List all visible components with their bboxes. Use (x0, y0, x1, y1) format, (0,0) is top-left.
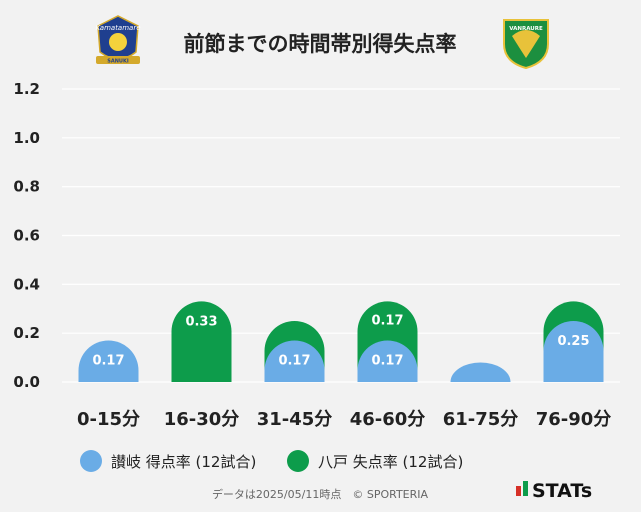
legend-swatch-home (80, 450, 102, 472)
y-tick-label: 0.6 (13, 227, 40, 245)
data-label: 0.17 (371, 353, 403, 368)
grid (62, 88, 620, 383)
away-logo-text: VANRAURE (509, 26, 543, 32)
y-tick-label: 0.2 (13, 324, 40, 342)
data-label: 0.17 (278, 353, 310, 368)
legend-label-away: 八戸 失点率 (12試合) (318, 453, 463, 471)
x-tick-label: 16-30分 (164, 409, 240, 430)
bar-home (78, 340, 139, 382)
bar-home (264, 340, 325, 382)
x-tick-label: 0-15分 (77, 409, 140, 430)
x-tick-label: 61-75分 (443, 409, 519, 430)
stats-logo-icon (516, 486, 521, 496)
y-tick-label: 0.0 (13, 373, 40, 391)
data-label: 0.17 (371, 313, 403, 328)
data-label: 0.33 (185, 314, 217, 329)
footer-note: データは2025/05/11時点 © SPORTERIA (212, 487, 429, 501)
legend-item-home[interactable]: 讃岐 得点率 (12試合) (80, 450, 256, 472)
data-labels: 0.17 0.33 0.17 0.17 0.17 0.25 (92, 313, 589, 368)
legend-swatch-away (287, 450, 309, 472)
stats-brand: STATs (516, 480, 592, 502)
y-tick-label: 1.0 (13, 129, 40, 147)
bars (78, 301, 604, 382)
x-tick-label: 31-45分 (257, 409, 333, 430)
home-logo-subtext: SANUKI (107, 59, 129, 65)
data-label: 0.25 (557, 334, 589, 349)
home-logo-text: Kamatamare (95, 24, 140, 32)
away-team-logo: VANRAURE (503, 19, 549, 70)
stats-brand-text: STATs (532, 480, 592, 502)
bar-home (357, 340, 418, 382)
legend-label-home: 讃岐 得点率 (12試合) (111, 453, 256, 471)
x-tick-label: 76-90分 (536, 409, 612, 430)
bar-away (171, 301, 232, 382)
y-tick-label: 0.4 (13, 275, 40, 293)
y-tick-label: 1.2 (13, 80, 40, 98)
y-tick-label: 0.8 (13, 178, 40, 196)
y-axis-ticks: 0.0 0.2 0.4 0.6 0.8 1.0 1.2 (13, 80, 40, 391)
bar-home (450, 362, 511, 382)
x-tick-label: 46-60分 (350, 409, 426, 430)
legend: 讃岐 得点率 (12試合) 八戸 失点率 (12試合) (80, 450, 463, 472)
data-label: 0.17 (92, 353, 124, 368)
x-axis-ticks: 0-15分 16-30分 31-45分 46-60分 61-75分 76-90分 (77, 409, 611, 430)
chart-title: 前節までの時間帯別得失点率 (184, 32, 457, 56)
legend-item-away[interactable]: 八戸 失点率 (12試合) (287, 450, 463, 472)
home-team-logo: Kamatamare SANUKI (95, 15, 141, 65)
bar-home (543, 320, 604, 382)
